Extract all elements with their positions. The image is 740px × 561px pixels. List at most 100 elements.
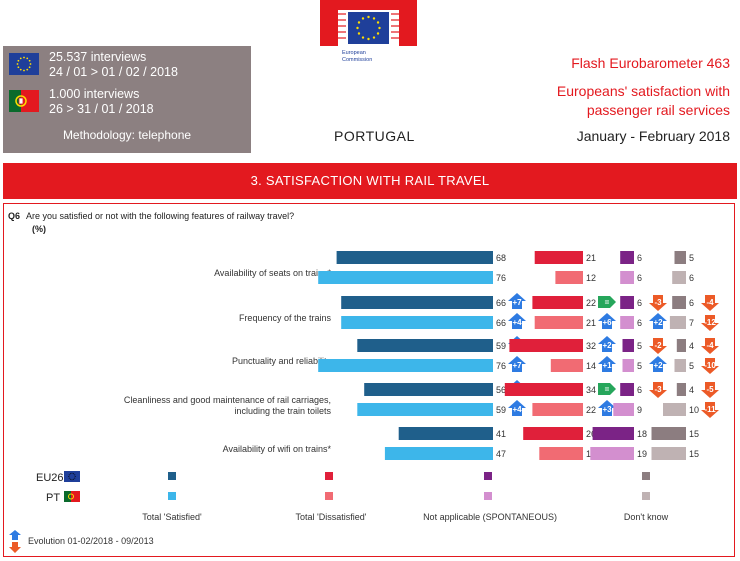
data-label: 4	[689, 341, 694, 351]
evolution-arrow-icon	[649, 295, 667, 311]
bar-sat-pt	[357, 403, 493, 416]
survey-title: Europeans' satisfaction with passenger ra…	[556, 83, 730, 118]
logo-text-line1: European	[342, 50, 366, 56]
evolution-pt: +6	[598, 313, 616, 329]
data-label: 41	[496, 429, 506, 439]
evolution-arrow-icon	[649, 382, 667, 398]
bar-dis-pt	[550, 359, 583, 372]
survey-name: Flash Eurobarometer 463	[571, 55, 730, 71]
question: Q6 Are you satisfied or not with the foll…	[8, 211, 294, 221]
data-label: 18	[637, 429, 647, 439]
legend-series-label: Total 'Dissatisfied'	[296, 512, 367, 522]
legend-series-label: Total 'Satisfied'	[142, 512, 202, 522]
survey-period: January - February 2018	[576, 128, 730, 144]
data-label: 76	[496, 361, 506, 371]
evolution-pt: -12	[701, 315, 719, 331]
data-label: 22	[586, 405, 596, 415]
data-label: 5	[689, 361, 694, 371]
evolution-value: +4	[512, 405, 522, 414]
evolution-value: +1	[602, 361, 612, 370]
evolution-pt: +3	[598, 400, 616, 416]
data-label: 21	[586, 253, 596, 263]
legend-swatch-eu26	[168, 472, 176, 480]
evolution-arrow-icon	[598, 400, 616, 416]
legend-swatch-eu26	[325, 472, 333, 480]
evolution-pt: +2	[649, 356, 667, 372]
evolution-arrow-icon	[508, 400, 526, 416]
bar-dis-eu26	[509, 339, 583, 352]
legend-series-label: Not applicable (SPONTANEOUS)	[423, 512, 557, 522]
evolution-arrow-icon	[649, 356, 667, 372]
down-arrow-icon	[9, 542, 21, 553]
data-label: 5	[637, 361, 642, 371]
interview-info-panel: 25.537 interviews 24 / 01 > 01 / 02 / 20…	[3, 46, 251, 153]
data-label: 56	[496, 385, 506, 395]
bar-na-eu26	[620, 251, 634, 264]
bar-dk-eu26	[676, 383, 686, 396]
data-label: 14	[586, 361, 596, 371]
category-label: Punctuality and reliability	[232, 356, 332, 366]
bar-dis-eu26	[534, 251, 583, 264]
evolution-eu26: +2	[598, 336, 616, 352]
european-commission-logo: European Commission	[320, 0, 417, 63]
evolution-value: -3	[654, 385, 662, 394]
evolution-value: +2	[602, 341, 612, 350]
data-label: 26	[586, 429, 596, 439]
data-label: 34	[586, 385, 596, 395]
question-id: Q6	[8, 211, 21, 221]
data-label: 21	[586, 318, 596, 328]
evolution-label: Evolution 01-02/2018 - 09/2013	[28, 536, 154, 546]
bar-dk-eu26	[676, 339, 686, 352]
evolution-value: +7	[512, 298, 522, 307]
evolution-arrow-icon	[701, 402, 719, 418]
bar-dis-pt	[534, 316, 583, 329]
data-label: 9	[637, 405, 642, 415]
evolution-pt: +4	[508, 400, 526, 416]
bar-na-pt	[590, 447, 634, 460]
evolution-value: -5	[706, 385, 714, 394]
evolution-pt: +4	[508, 313, 526, 329]
evolution-eu26: -5	[701, 382, 719, 398]
bar-sat-eu26	[341, 296, 493, 309]
evolution-arrow-icon	[701, 382, 719, 398]
evolution-value: +7	[512, 361, 522, 370]
evolution-value: +2	[653, 318, 663, 327]
data-label: 76	[496, 273, 506, 283]
bar-na-eu26	[622, 339, 634, 352]
evolution-arrow-icon	[701, 358, 719, 374]
pt-flag-icon	[9, 90, 39, 112]
evolution-arrow-icon	[598, 313, 616, 329]
data-label: 32	[586, 341, 596, 351]
data-label: 6	[637, 318, 642, 328]
data-label: 7	[689, 318, 694, 328]
bar-na-eu26	[592, 427, 634, 440]
evolution-eu26: =	[598, 383, 616, 395]
data-label: 68	[496, 253, 506, 263]
data-label: 59	[496, 405, 506, 415]
data-label: 47	[496, 449, 506, 459]
legend-swatch-pt	[642, 492, 650, 500]
up-arrow-icon	[9, 530, 21, 540]
bar-na-pt	[613, 403, 634, 416]
pt-flag-icon	[64, 491, 80, 502]
evolution-value: -4	[706, 341, 714, 350]
evolution-arrow-icon	[508, 313, 526, 329]
data-label: 4	[689, 385, 694, 395]
eu-dates: 24 / 01 > 01 / 02 / 2018	[49, 65, 178, 79]
evolution-value: +3	[602, 405, 612, 414]
bar-dk-pt	[672, 271, 686, 284]
bar-dk-pt	[674, 359, 686, 372]
data-label: 59	[496, 341, 506, 351]
bar-dis-pt	[555, 271, 583, 284]
evolution-value: +4	[512, 318, 522, 327]
legend-series-label: Don't know	[624, 512, 669, 522]
legend: EU26 PT Total 'Satisfied' Total 'Dissatisfi…	[36, 471, 669, 522]
evolution-arrow-icon	[649, 313, 667, 329]
category-label: including the train toilets	[234, 406, 331, 416]
evolution-value: -11	[704, 405, 716, 414]
data-label: 5	[637, 341, 642, 351]
evolution-value: -12	[704, 318, 716, 327]
evolution-eu26: -3	[649, 382, 667, 398]
bar-sat-pt	[384, 447, 493, 460]
legend-swatch-eu26	[642, 472, 650, 480]
